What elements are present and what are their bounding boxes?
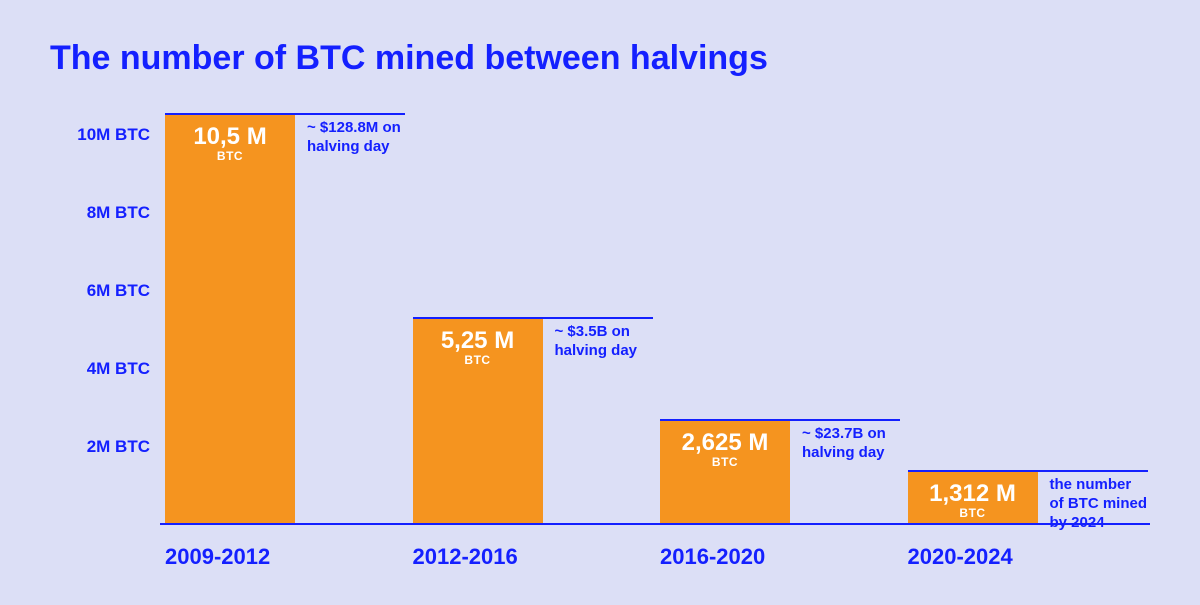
bar-slot: 2,625 MBTC ~ $23.7B on halving day bbox=[655, 115, 903, 523]
bar-2020-2024: 1,312 MBTCthe number of BTC mined by 202… bbox=[908, 472, 1038, 523]
bar-value: 2,625 M bbox=[682, 431, 769, 455]
bars-region: 10,5 MBTC~ $128.8M on halving day5,25 MB… bbox=[160, 115, 1150, 525]
bar-top-line bbox=[413, 317, 653, 319]
bar-slot: 5,25 MBTC ~ $3.5B on halving day bbox=[408, 115, 656, 523]
bar-unit: BTC bbox=[217, 149, 243, 163]
bar-unit: BTC bbox=[712, 455, 738, 469]
bar-top-line bbox=[660, 419, 900, 421]
bar-top-line bbox=[165, 113, 405, 115]
bar-annotation: the number of BTC mined by 2024 bbox=[1050, 476, 1148, 532]
plot-area: 10M BTC8M BTC6M BTC4M BTC2M BTC 10,5 MBT… bbox=[65, 115, 1150, 525]
x-label: 2009-2012 bbox=[160, 544, 408, 570]
bar-value: 1,312 M bbox=[929, 482, 1016, 506]
bar-annotation: ~ $3.5B on halving day bbox=[555, 323, 653, 361]
x-axis-labels: 2009-20122012-20162016-20202020-2024 bbox=[160, 544, 1150, 570]
y-tick: 6M BTC bbox=[65, 281, 150, 301]
y-tick: 4M BTC bbox=[65, 359, 150, 379]
bar-2009-2012: 10,5 MBTC~ $128.8M on halving day bbox=[165, 115, 295, 523]
bar-unit: BTC bbox=[959, 506, 985, 520]
x-label: 2012-2016 bbox=[408, 544, 656, 570]
bar-top-line bbox=[908, 470, 1148, 472]
y-tick: 2M BTC bbox=[65, 437, 150, 457]
x-label: 2016-2020 bbox=[655, 544, 903, 570]
bar-2016-2020: 2,625 MBTC~ $23.7B on halving day bbox=[660, 421, 790, 523]
bar-unit: BTC bbox=[464, 353, 490, 367]
y-axis: 10M BTC 8M BTC 6M BTC 4M BTC 2M BTC bbox=[65, 115, 150, 525]
chart-title: The number of BTC mined between halvings bbox=[50, 40, 1150, 77]
btc-halving-chart: The number of BTC mined between halvings… bbox=[0, 0, 1200, 605]
bar-value: 5,25 M bbox=[441, 329, 514, 353]
bar-slot: 10,5 MBTC ~ $128.8M on halving day bbox=[160, 115, 408, 523]
y-tick: 10M BTC bbox=[65, 125, 150, 145]
y-tick: 8M BTC bbox=[65, 203, 150, 223]
bar-annotation: ~ $128.8M on halving day bbox=[307, 119, 405, 157]
bar-annotation: ~ $23.7B on halving day bbox=[802, 425, 900, 463]
bar-value: 10,5 M bbox=[193, 125, 266, 149]
bar-2012-2016: 5,25 MBTC~ $3.5B on halving day bbox=[413, 319, 543, 523]
bar-slot: 1,312 MBTCthe number of BTC mined by 202… bbox=[903, 115, 1151, 523]
x-label: 2020-2024 bbox=[903, 544, 1151, 570]
